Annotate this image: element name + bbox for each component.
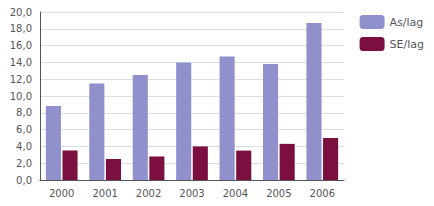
svg-text:18,0: 18,0 [10,23,32,34]
svg-text:4,0: 4,0 [16,141,32,152]
svg-text:2005: 2005 [266,188,291,199]
svg-text:8,0: 8,0 [16,107,32,118]
svg-text:SE/lag: SE/lag [390,38,424,51]
svg-text:2004: 2004 [223,188,248,199]
svg-text:20,0: 20,0 [10,7,32,18]
svg-text:6,0: 6,0 [16,124,32,135]
svg-text:0,0: 0,0 [16,175,32,186]
svg-text:2002: 2002 [136,188,161,199]
svg-text:2006: 2006 [310,188,335,199]
svg-text:10,0: 10,0 [10,91,32,102]
svg-text:2,0: 2,0 [16,158,32,169]
svg-text:12,0: 12,0 [10,74,32,85]
svg-text:16,0: 16,0 [10,40,32,51]
svg-text:2001: 2001 [92,188,117,199]
svg-text:2003: 2003 [179,188,204,199]
svg-text:14,0: 14,0 [10,57,32,68]
svg-text:As/lag: As/lag [390,16,424,29]
svg-text:2000: 2000 [49,188,74,199]
